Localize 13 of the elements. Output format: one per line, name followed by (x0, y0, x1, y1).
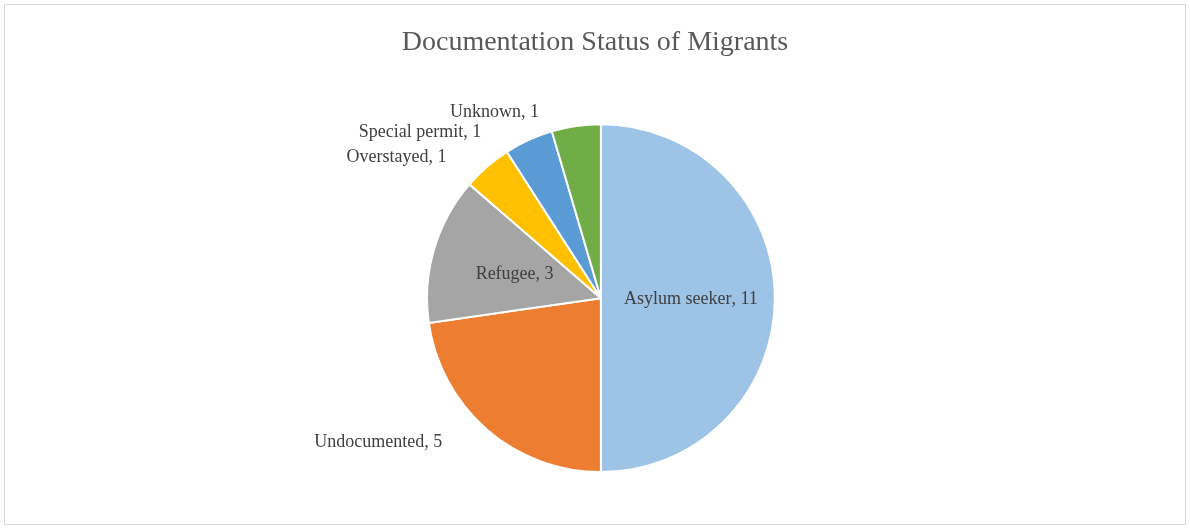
data-label: , 3 (535, 262, 554, 283)
slice-label: Refugee (475, 262, 536, 283)
slice-label: Asylum seeker (623, 288, 732, 309)
slice-label: Unknown (450, 101, 522, 122)
slice-label: Overstayed (346, 145, 429, 166)
chart-title: Documentation Status of Migrants (401, 24, 789, 56)
data-label: , 11 (731, 288, 758, 309)
slice-label: Undocumented (314, 430, 425, 451)
data-label: , 5 (424, 430, 443, 451)
slice-label: Special permit (358, 121, 464, 142)
data-label: , 1 (463, 121, 482, 142)
data-label: , 1 (521, 101, 540, 122)
data-label: , 1 (428, 145, 447, 166)
